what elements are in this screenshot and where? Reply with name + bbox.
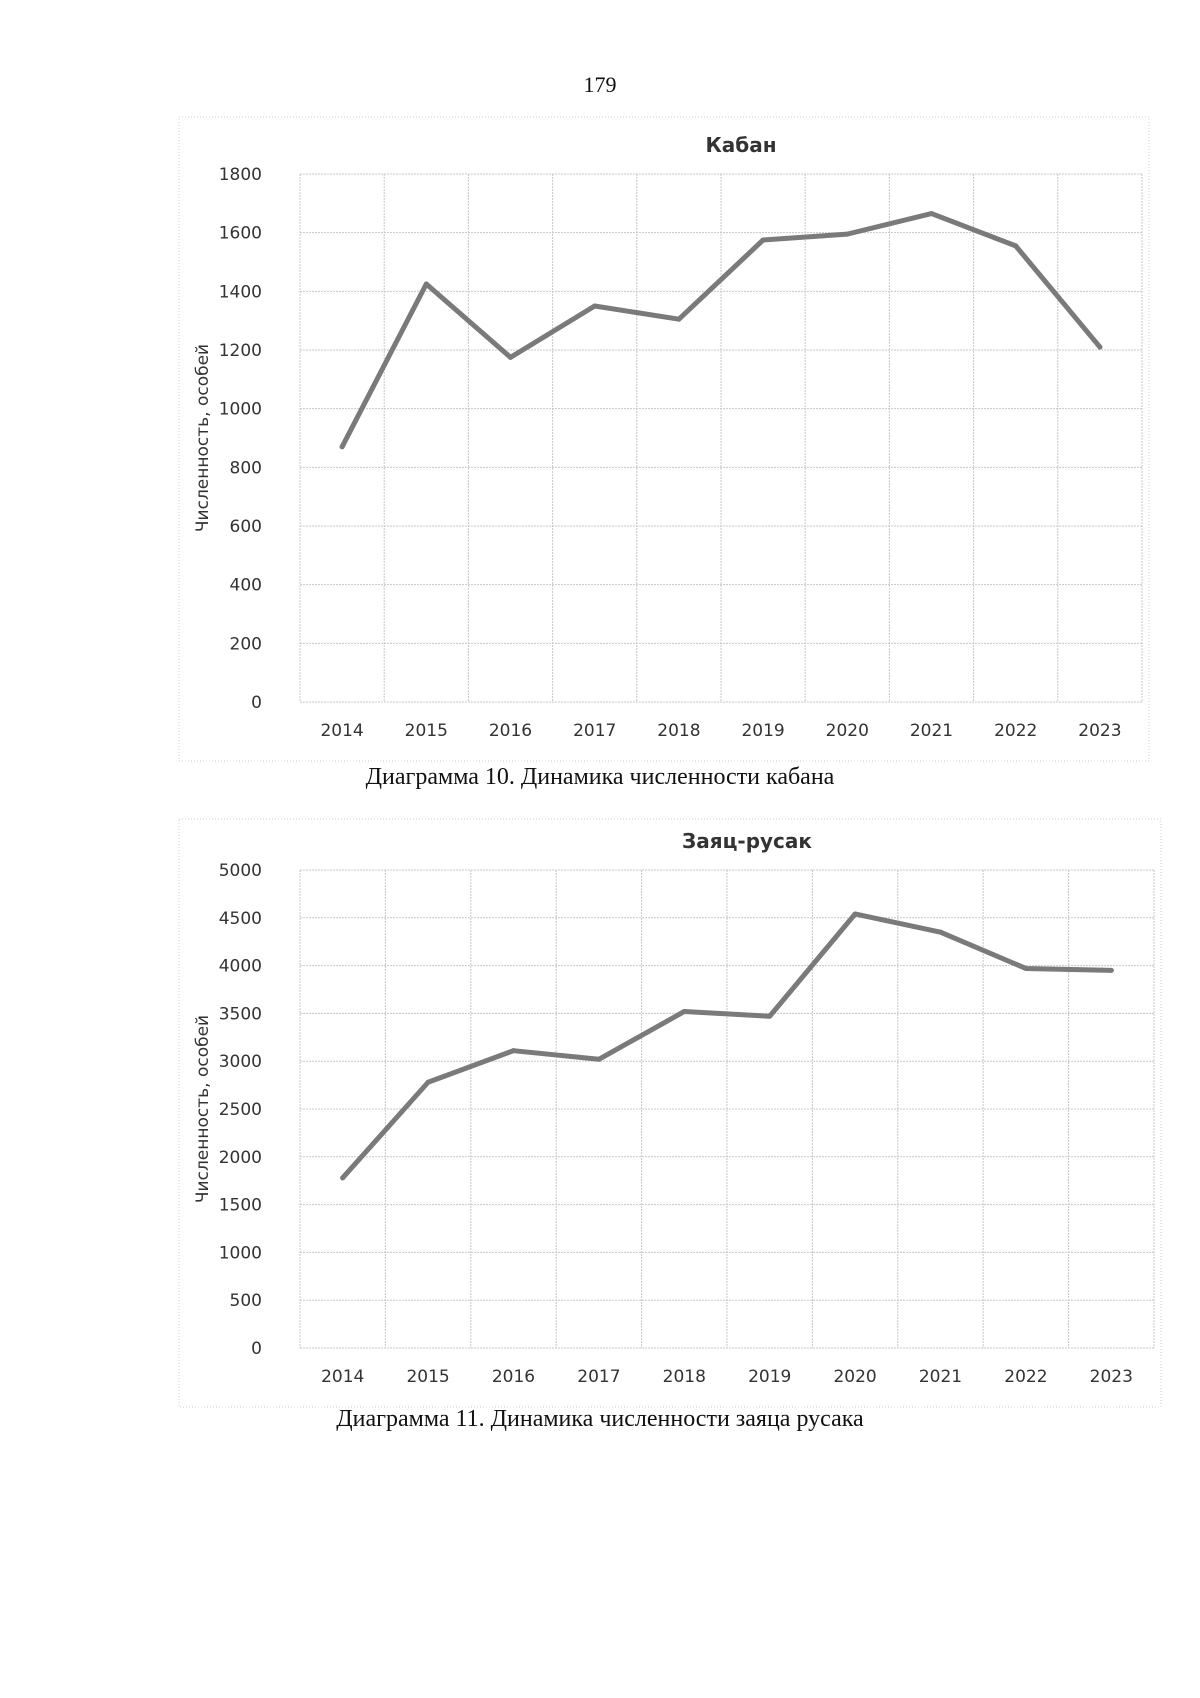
hare-xtick-label: 2015 [406,1367,449,1387]
hare-xtick-label: 2020 [833,1367,876,1387]
boar-xtick-label: 2017 [573,721,616,741]
page-number: 179 [583,72,617,97]
chart-boar-caption: Диаграмма 10. Динамика численности кабан… [365,764,835,790]
boar-xtick-label: 2021 [910,721,953,741]
hare-ytick-label: 5000 [219,861,262,881]
boar-data-point-2020 [844,231,850,237]
boar-data-point-2019 [760,237,766,243]
boar-data-point-2016 [508,354,513,360]
boar-ytick-label: 800 [230,458,262,478]
hare-data-point-2014 [340,1175,346,1181]
boar-ytick-label: 1200 [219,341,262,361]
boar-xtick-label: 2020 [826,721,869,741]
boar-ytick-label: 1400 [219,282,262,302]
hare-xtick-label: 2016 [492,1367,535,1387]
hare-data-point-2016 [511,1048,516,1054]
hare-ytick-label: 3500 [219,1004,262,1024]
hare-data-point-2018 [681,1008,687,1014]
hare-series-line [340,911,1114,1181]
hare-chart-frame [178,818,1162,1408]
hare-xtick-label: 2019 [748,1367,791,1387]
boar-xtick-label: 2018 [657,721,700,741]
boar-xtick-label: 2023 [1078,721,1121,741]
hare-data-point-2017 [596,1056,602,1062]
chart-hare-caption: Диаграмма 11. Динамика численности заяца… [336,1406,864,1432]
boar-xtick-label: 2022 [994,721,1037,741]
chart-boar: 0 200 400 600 800 1000 1200 1400 1600 1800 2014 201… [178,116,1150,762]
boar-xtick-label: 2014 [320,721,363,741]
hare-data-point-2019 [767,1013,773,1019]
hare-xtick-label: 2017 [577,1367,620,1387]
boar-data-point-2022 [1013,243,1019,249]
chart-hare: 0 500 1000 1500 2000 2500 3000 3500 4000 4500 5000… [178,818,1162,1408]
boar-ytick-label: 200 [230,634,262,654]
boar-data-point-2015 [423,281,429,287]
hare-chart-title: Заяц-русак [682,829,812,853]
boar-xtick-label: 2016 [489,721,532,741]
boar-data-point-2017 [592,303,598,309]
hare-ytick-label: 1000 [219,1243,262,1263]
chart-boar-svg: 0 200 400 600 800 1000 1200 1400 1600 1800 2014 201… [178,116,1150,762]
boar-ytick-label: 400 [230,576,262,596]
boar-ytick-label: 1600 [219,224,262,244]
hare-ytick-label: 4000 [219,957,262,977]
hare-ytick-label: 500 [230,1291,262,1311]
chart-hare-svg: 0 500 1000 1500 2000 2500 3000 3500 4000 4500 5000… [178,818,1162,1408]
hare-xtick-label: 2023 [1090,1367,1133,1387]
boar-ytick-label: 600 [230,517,262,537]
boar-data-point-2023 [1097,344,1103,350]
hare-ylabel: Численность, особей [193,1015,213,1203]
boar-ytick-label: 1800 [219,165,262,185]
hare-xtick-label: 2014 [321,1367,364,1387]
hare-ytick-label: 4500 [219,909,262,929]
hare-ytick-label: 2000 [219,1148,262,1168]
hare-ytick-label: 2500 [219,1100,262,1120]
boar-ytick-label: 0 [251,693,262,713]
boar-ytick-label: 1000 [219,400,262,420]
boar-xtick-label: 2019 [741,721,784,741]
hare-xtick-label: 2022 [1004,1367,1047,1387]
hare-ytick-label: 3000 [219,1052,262,1072]
hare-data-point-2023 [1108,967,1114,973]
hare-xtick-label: 2018 [663,1367,706,1387]
hare-ytick-label: 1500 [219,1196,262,1216]
hare-data-point-2020 [852,911,858,917]
boar-ylabel: Численность, особей [193,344,213,532]
hare-xtick-label: 2021 [919,1367,962,1387]
hare-data-point-2021 [938,929,943,935]
boar-series-line [339,211,1103,450]
hare-ytick-label: 0 [251,1339,262,1359]
boar-data-point-2021 [929,211,934,217]
hare-data-point-2015 [425,1079,431,1085]
boar-chart-title: Кабан [705,133,776,157]
boar-data-point-2014 [339,444,345,450]
boar-xtick-label: 2015 [405,721,448,741]
boar-data-point-2018 [676,316,682,322]
boar-chart-frame [178,116,1150,762]
hare-data-point-2022 [1023,965,1029,971]
